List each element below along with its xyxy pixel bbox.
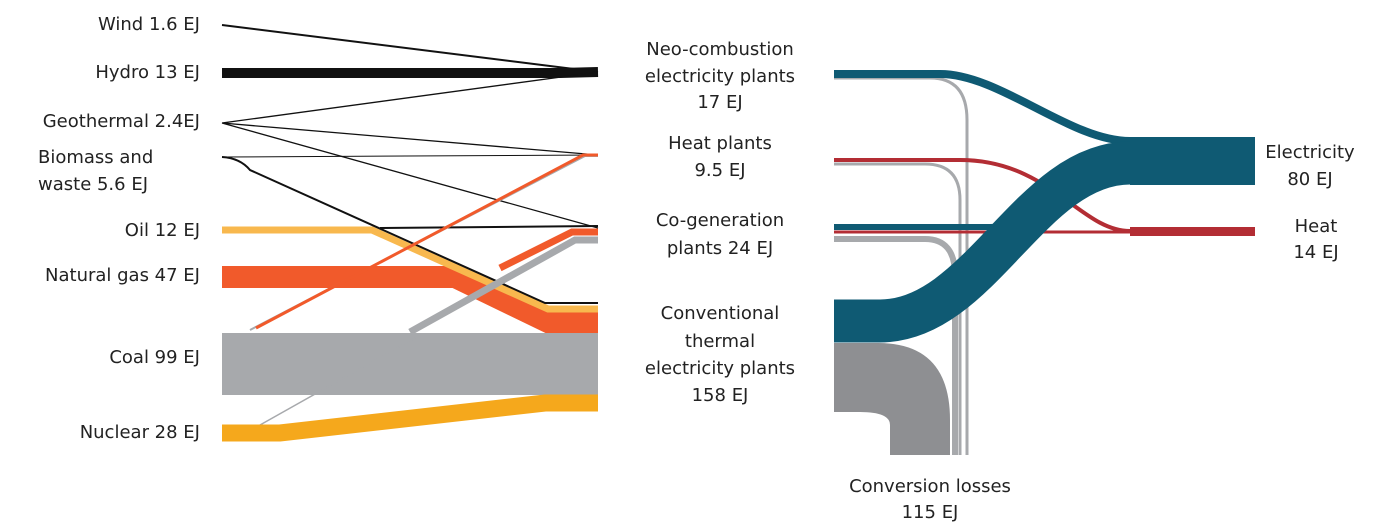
flow [834, 70, 1255, 145]
plant-label: Co-generation [656, 210, 784, 231]
plant-labels: Neo-combustion electricity plants 17 EJ … [645, 39, 795, 406]
source-label: waste 5.6 EJ [38, 174, 148, 195]
output-label: Electricity [1265, 142, 1355, 163]
flow [222, 67, 599, 78]
plant-label: Heat plants [668, 133, 772, 154]
flow [834, 76, 969, 455]
source-label: Nuclear 28 EJ [80, 422, 200, 443]
losses-label: 115 EJ [902, 502, 959, 522]
output-label: 80 EJ [1287, 169, 1332, 190]
flow [379, 225, 599, 229]
node-bar [1130, 227, 1255, 236]
output-labels: Electricity 80 EJ Heat 14 EJ Conversion … [849, 142, 1355, 522]
flow [222, 266, 598, 333]
source-label: Geothermal 2.4EJ [43, 111, 200, 132]
output-label: Heat [1295, 216, 1338, 237]
flow [221, 154, 599, 158]
flow [834, 343, 950, 455]
plant-label: 9.5 EJ [694, 160, 745, 181]
source-labels: Wind 1.6 EJ Hydro 13 EJ Geothermal 2.4EJ… [38, 14, 200, 443]
plant-label: plants 24 EJ [667, 238, 773, 259]
flow [221, 71, 599, 229]
plant-label: thermal [685, 331, 755, 352]
source-label: Natural gas 47 EJ [45, 265, 200, 286]
flow [408, 236, 598, 336]
losses-label: Conversion losses [849, 476, 1011, 497]
source-label: Wind 1.6 EJ [98, 14, 200, 35]
flow [834, 162, 962, 455]
plant-label: electricity plants [645, 358, 795, 379]
source-label: Hydro 13 EJ [95, 62, 200, 83]
node-bar [1130, 137, 1255, 185]
plant-label: 17 EJ [697, 92, 742, 113]
flow [222, 226, 598, 313]
flow [259, 334, 421, 426]
source-label: Coal 99 EJ [109, 347, 200, 368]
flow [498, 228, 598, 272]
source-label: Oil 12 EJ [125, 220, 200, 241]
flow [834, 141, 1255, 343]
flow [221, 156, 598, 304]
output-label: 14 EJ [1293, 242, 1338, 263]
source-label: Biomass and [38, 147, 153, 168]
flow [255, 153, 598, 330]
plant-label: 158 EJ [692, 385, 749, 406]
plant-label: electricity plants [645, 66, 795, 87]
plant-label: Conventional [661, 303, 780, 324]
plant-label: Neo-combustion [646, 39, 794, 60]
flow [221, 24, 599, 73]
flow [222, 394, 598, 442]
flows [221, 24, 1255, 455]
